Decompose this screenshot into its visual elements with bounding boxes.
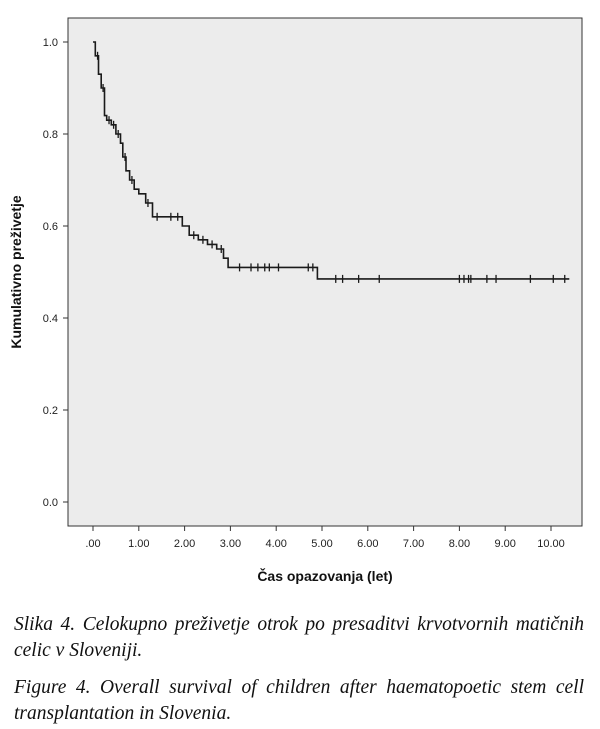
figure-caption-slovenian: Slika 4. Celokupno preživetje otrok po p… (14, 614, 584, 661)
y-tick-label: 0.2 (43, 405, 58, 417)
y-tick-label: 0.6 (43, 221, 58, 233)
x-tick-label: 6.00 (357, 538, 378, 550)
x-axis-title: Čas opazovanja (let) (257, 567, 392, 584)
x-tick-label: 9.00 (494, 538, 515, 550)
y-tick-label: 1.0 (43, 37, 58, 49)
y-tick-label: 0.4 (43, 313, 58, 325)
x-tick-label: 7.00 (403, 538, 424, 550)
y-tick-label: 0.8 (43, 129, 58, 141)
x-axis-ticks: .00 1.00 2.00 3.00 4.00 5.00 6.00 7.00 8.00 9.00 1… (85, 526, 565, 550)
x-tick-label: 8.00 (449, 538, 470, 550)
survival-step-line (93, 41, 570, 280)
x-tick-label: 10.00 (537, 538, 565, 550)
plot-area (67, 17, 583, 527)
x-tick-label: 3.00 (220, 538, 241, 550)
figure-caption-english: Figure 4. Overall survival of children a… (14, 677, 584, 724)
y-axis-ticks: 0.0 0.2 0.4 0.6 0.8 1.0 (43, 37, 68, 509)
x-tick-label: 4.00 (265, 538, 286, 550)
censor-marks (96, 51, 566, 283)
y-axis-title: Kumulativno preživetje (8, 195, 24, 348)
x-tick-label: .00 (85, 538, 100, 550)
y-tick-label: 0.0 (43, 497, 58, 509)
x-tick-label: 5.00 (311, 538, 332, 550)
x-tick-label: 2.00 (174, 538, 195, 550)
x-tick-label: 1.00 (128, 538, 149, 550)
survival-chart: 0.0 0.2 0.4 0.6 0.8 1.0 .00 1.00 2.00 3.00 4.00 5.… (8, 17, 583, 584)
